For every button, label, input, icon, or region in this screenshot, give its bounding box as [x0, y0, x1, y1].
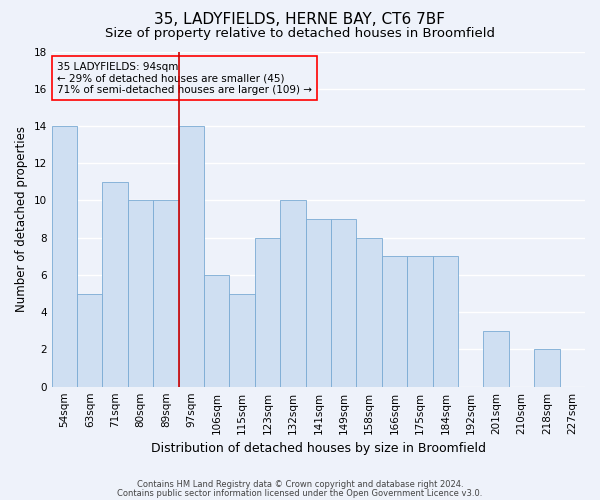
- X-axis label: Distribution of detached houses by size in Broomfield: Distribution of detached houses by size …: [151, 442, 486, 455]
- Text: 35 LADYFIELDS: 94sqm
← 29% of detached houses are smaller (45)
71% of semi-detac: 35 LADYFIELDS: 94sqm ← 29% of detached h…: [57, 62, 312, 95]
- Bar: [484, 331, 509, 386]
- Bar: [179, 126, 204, 386]
- Bar: [382, 256, 407, 386]
- Bar: [229, 294, 255, 386]
- Bar: [433, 256, 458, 386]
- Bar: [407, 256, 433, 386]
- Text: Size of property relative to detached houses in Broomfield: Size of property relative to detached ho…: [105, 28, 495, 40]
- Bar: [356, 238, 382, 386]
- Bar: [280, 200, 305, 386]
- Bar: [305, 219, 331, 386]
- Bar: [331, 219, 356, 386]
- Bar: [255, 238, 280, 386]
- Bar: [534, 350, 560, 387]
- Bar: [103, 182, 128, 386]
- Bar: [52, 126, 77, 386]
- Bar: [153, 200, 179, 386]
- Bar: [204, 275, 229, 386]
- Text: Contains public sector information licensed under the Open Government Licence v3: Contains public sector information licen…: [118, 488, 482, 498]
- Bar: [128, 200, 153, 386]
- Y-axis label: Number of detached properties: Number of detached properties: [15, 126, 28, 312]
- Text: Contains HM Land Registry data © Crown copyright and database right 2024.: Contains HM Land Registry data © Crown c…: [137, 480, 463, 489]
- Text: 35, LADYFIELDS, HERNE BAY, CT6 7BF: 35, LADYFIELDS, HERNE BAY, CT6 7BF: [155, 12, 445, 28]
- Bar: [77, 294, 103, 386]
